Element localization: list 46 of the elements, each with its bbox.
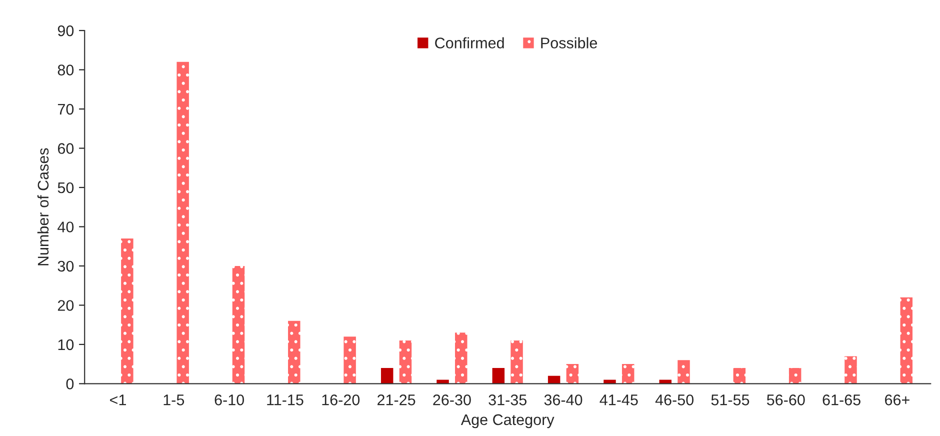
bar xyxy=(121,238,134,384)
bar xyxy=(622,364,634,384)
x-tick-label: <1 xyxy=(110,394,126,406)
x-tick-label: 36-40 xyxy=(544,394,582,406)
bar xyxy=(844,356,857,384)
y-tick-label: 80 xyxy=(58,64,74,76)
bar xyxy=(733,368,746,384)
bar xyxy=(678,360,690,384)
x-tick-label: 11-15 xyxy=(267,394,304,406)
y-tick-label: 40 xyxy=(58,222,74,232)
y-tick-label: 50 xyxy=(58,182,74,194)
x-tick-label: 41-45 xyxy=(600,394,638,406)
x-tick-label: 1-5 xyxy=(164,394,184,406)
bar xyxy=(900,297,913,384)
bar xyxy=(566,364,579,384)
x-tick-label: 31-35 xyxy=(488,394,526,406)
y-axis-title: Number of Cases xyxy=(37,148,49,266)
x-tick-label: 6-10 xyxy=(214,394,244,406)
x-tick-label: 21-25 xyxy=(378,394,416,406)
y-tick-label: 30 xyxy=(58,260,74,272)
y-tick-label: 60 xyxy=(58,143,74,154)
x-tick-label: 16-20 xyxy=(322,394,360,406)
x-tick-label: 66+ xyxy=(885,394,910,406)
x-tick-label: 26-30 xyxy=(433,394,471,406)
bar xyxy=(176,62,189,384)
bar xyxy=(492,368,505,384)
x-axis-title: Age Category xyxy=(460,414,554,428)
legend-label: Confirmed xyxy=(435,37,504,48)
legend-label: Possible xyxy=(541,37,597,48)
x-tick-label: 56-60 xyxy=(766,394,805,406)
bar xyxy=(380,368,394,384)
y-tick-label: 20 xyxy=(58,300,74,311)
bar xyxy=(288,320,300,384)
x-tick-label: 51-55 xyxy=(711,394,750,406)
bar xyxy=(510,340,523,384)
y-tick-label: 10 xyxy=(58,339,74,350)
bar xyxy=(344,336,356,384)
y-tick-label: 90 xyxy=(58,25,74,36)
bar xyxy=(232,266,245,384)
x-tick-label: 61-65 xyxy=(822,394,860,406)
y-tick-label: 0 xyxy=(66,378,74,390)
x-tick-label: 46-50 xyxy=(655,394,694,406)
bar xyxy=(788,368,802,384)
y-tick-label: 70 xyxy=(58,104,74,115)
bar xyxy=(399,340,412,384)
bar xyxy=(455,332,468,384)
